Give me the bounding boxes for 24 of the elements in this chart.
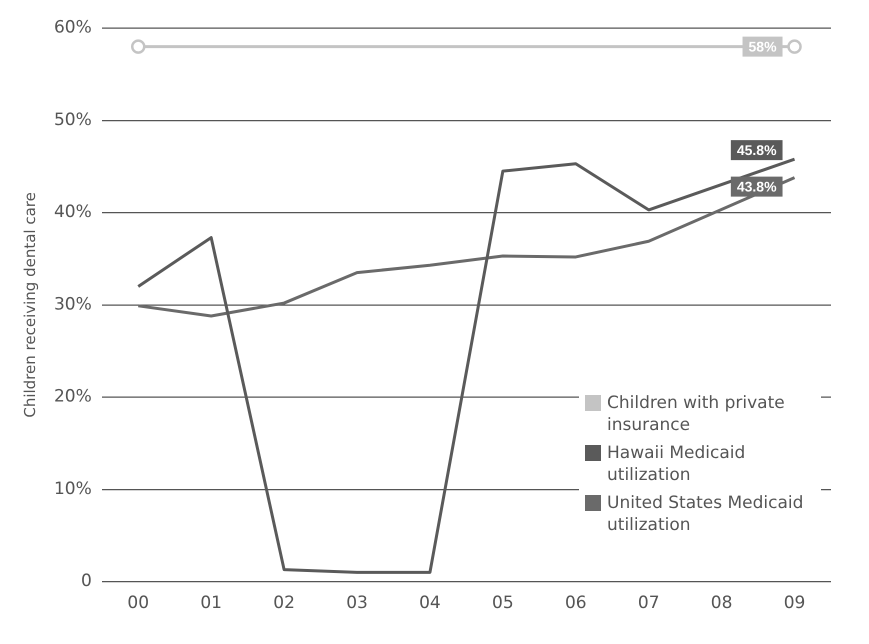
x-tick-label: 08 xyxy=(710,593,732,614)
x-tick-label: 03 xyxy=(346,593,368,614)
x-tick-label: 00 xyxy=(127,593,150,614)
x-tick-label: 04 xyxy=(419,593,441,614)
x-tick-label: 05 xyxy=(492,593,514,614)
y-tick-label: 60% xyxy=(54,18,92,38)
y-tick-label: 10% xyxy=(54,478,92,499)
y-tick-label: 20% xyxy=(54,386,92,407)
x-tick-label: 09 xyxy=(784,593,806,614)
x-tick-label: 07 xyxy=(638,593,660,614)
data-label: 58% xyxy=(748,38,778,55)
legend-label: Hawaii Medicaid utilization xyxy=(607,442,746,486)
y-tick-label: 40% xyxy=(54,202,92,222)
legend-label: United States Medicaid utilization xyxy=(607,492,804,536)
data-label: 45.8% xyxy=(736,142,778,158)
y-axis-title: Children receiving dental care xyxy=(20,192,39,418)
x-tick-label: 06 xyxy=(564,593,587,614)
data-label: 43.8% xyxy=(736,178,778,194)
y-tick-label: 0 xyxy=(80,571,92,592)
legend-label: Children with private insurance xyxy=(607,392,786,436)
y-tick-label: 50% xyxy=(54,110,92,130)
y-tick-label: 30% xyxy=(54,294,92,314)
x-tick-label: 02 xyxy=(273,593,295,614)
x-tick-label: 01 xyxy=(200,593,222,614)
